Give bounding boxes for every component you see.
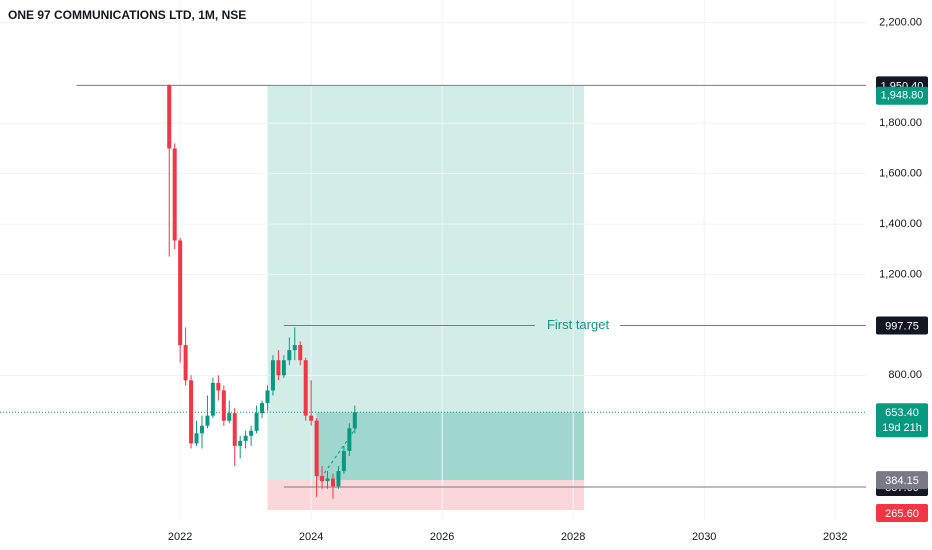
candle-body [178,240,183,346]
y-tick-label: 1,600.00 [879,168,922,180]
candle-body [205,415,210,426]
candle-body [292,345,297,351]
grid [0,0,866,520]
countdown-label: 19d 21h [882,422,922,434]
candle-body [216,382,221,391]
price-badge-label: 384.15 [885,475,919,487]
candle-body [221,390,226,421]
price-badge-label: 265.60 [885,508,919,520]
candle-body [260,403,265,414]
y-tick-label: 1,400.00 [879,218,922,230]
price-badge [876,471,928,490]
price-badge [876,86,928,105]
y-tick-label: 2,200.00 [879,16,922,28]
candle-body [325,478,330,482]
price-badge [876,403,928,438]
x-tick-label: 2024 [299,531,323,543]
price-badge-label: 997.75 [885,320,919,332]
candle-body [320,476,325,482]
loss-zone [267,480,585,511]
candle-body [194,433,199,444]
candle-body [336,471,341,487]
candle-body [183,345,188,381]
price-badge [876,316,928,335]
candle-body [298,345,303,361]
candle-body [314,420,319,477]
candle-body [243,435,248,441]
x-tick-label: 2022 [168,531,192,543]
candle-body [189,380,194,444]
candle-body [167,85,172,149]
price-badge [876,504,928,523]
x-tick-label: 2032 [823,531,847,543]
candle-body [341,450,346,472]
candle-body [210,382,215,416]
x-tick-label: 2030 [692,531,716,543]
candle-body [199,425,204,434]
candle-body [352,412,357,429]
candles [167,84,357,499]
candle-body [254,413,259,431]
candle-body [249,430,254,436]
candle-body [347,428,352,451]
level-text: First target [547,317,610,332]
candle-body [172,148,177,241]
x-tick-label: 2028 [561,531,585,543]
candle-body [238,440,243,446]
candle-body [303,360,308,416]
candle-body [227,413,232,421]
y-tick-label: 800.00 [888,369,922,381]
candle-body [265,390,270,404]
profit-zone [267,85,585,481]
zones [267,85,585,511]
candle-body [232,413,237,446]
y-tick-label: 1,800.00 [879,117,922,129]
candle-body [309,415,314,421]
price-badge-label: 653.40 [885,407,919,419]
x-tick-label: 2026 [430,531,454,543]
axis: 2,200.00 1,800.00 1,600.00 1,400.00 1,200.00… [168,0,932,550]
candle-body [330,478,335,487]
candle-body [287,350,292,361]
candle-body [270,360,275,391]
price-badge-label: 1,948.80 [881,90,924,102]
candle-body [281,360,286,376]
y-tick-label: 1,200.00 [879,268,922,280]
open-profit-zone [316,412,585,481]
candle-body [276,360,281,376]
chart-title: ONE 97 COMMUNICATIONS LTD, 1M, NSE [8,8,246,22]
lines: First target [0,84,866,488]
